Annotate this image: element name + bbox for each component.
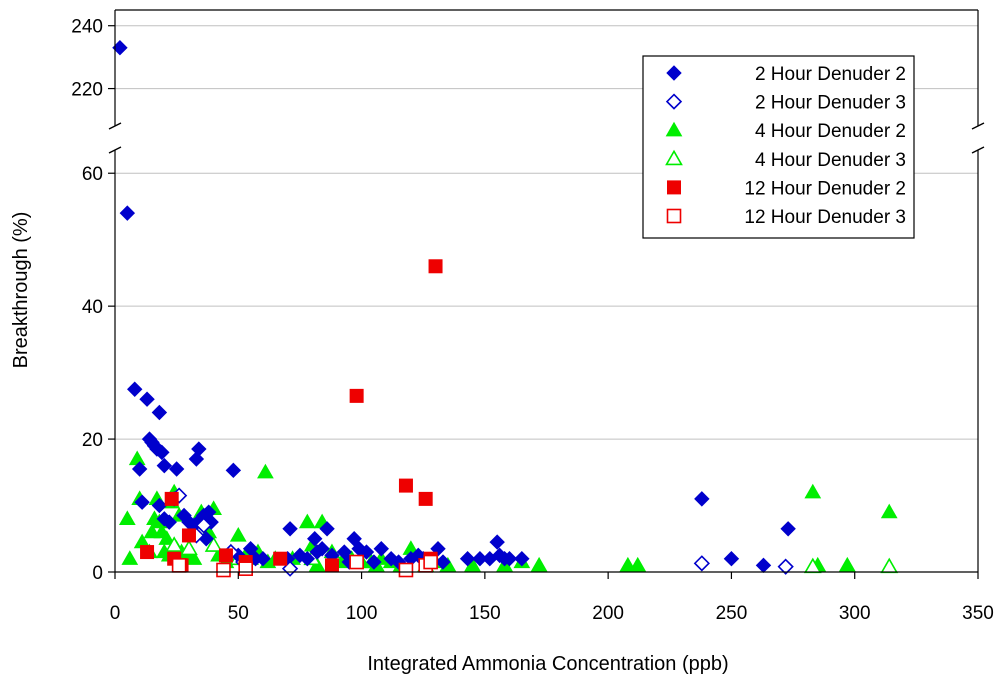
x-tick-label: 300 — [839, 603, 871, 624]
y-tick-label: 220 — [71, 80, 103, 101]
data-point — [226, 463, 240, 477]
data-point — [532, 558, 547, 571]
data-point — [300, 515, 315, 528]
y-tick-label: 40 — [82, 297, 103, 318]
data-point — [219, 549, 232, 562]
data-point — [695, 492, 709, 506]
data-point — [695, 556, 709, 570]
data-point — [630, 558, 645, 571]
data-point — [141, 546, 154, 559]
data-point — [130, 452, 145, 465]
y-tick-label: 60 — [82, 164, 103, 185]
x-tick-label: 200 — [592, 603, 624, 624]
data-point — [231, 528, 246, 541]
data-point — [419, 492, 432, 505]
data-point — [840, 558, 855, 571]
data-point — [165, 492, 178, 505]
data-point — [173, 559, 186, 572]
data-point — [217, 564, 230, 577]
data-point — [140, 392, 154, 406]
x-tick-label: 0 — [110, 603, 121, 624]
data-point — [182, 529, 195, 542]
data-point — [122, 551, 137, 564]
data-point — [424, 556, 437, 569]
data-point — [128, 382, 142, 396]
legend-marker — [668, 210, 681, 223]
legend-label: 2 Hour Denuder 2 — [755, 64, 906, 85]
x-tick-label: 250 — [716, 603, 748, 624]
data-point — [325, 559, 338, 572]
y-axis-title: Breakthrough (%) — [10, 212, 32, 369]
data-point — [350, 556, 363, 569]
data-point — [429, 260, 442, 273]
data-point — [170, 462, 184, 476]
y-tick-label: 0 — [92, 563, 103, 584]
data-point — [120, 511, 135, 524]
data-point — [805, 485, 820, 498]
legend: 2 Hour Denuder 2 2 Hour Denuder 3 4 Hour D… — [643, 56, 914, 238]
data-point — [399, 564, 412, 577]
legend-label: 12 Hour Denuder 2 — [744, 178, 906, 199]
legend-label: 2 Hour Denuder 3 — [755, 93, 906, 114]
x-axis-title: Integrated Ammonia Concentration (ppb) — [367, 653, 728, 675]
data-point — [490, 535, 504, 549]
x-tick-label: 100 — [346, 603, 378, 624]
data-point — [781, 522, 795, 536]
data-point — [283, 522, 297, 536]
data-point — [258, 465, 273, 478]
data-point — [882, 505, 897, 518]
x-tick-label: 350 — [962, 603, 994, 624]
y-tick-label: 240 — [71, 17, 103, 38]
data-point — [274, 552, 287, 565]
data-point — [882, 559, 897, 572]
data-point — [724, 552, 738, 566]
data-point — [374, 542, 388, 556]
data-point — [157, 459, 171, 473]
data-point — [350, 389, 363, 402]
legend-label: 4 Hour Denuder 3 — [755, 150, 906, 171]
data-point — [239, 562, 252, 575]
data-point — [120, 206, 134, 220]
legend-label: 12 Hour Denuder 3 — [744, 207, 906, 228]
y-tick-label: 20 — [82, 430, 103, 451]
legend-label: 4 Hour Denuder 2 — [755, 121, 906, 142]
data-point — [152, 405, 166, 419]
data-point — [756, 558, 770, 572]
legend-marker — [668, 181, 681, 194]
x-tick-label: 150 — [469, 603, 501, 624]
data-point — [399, 479, 412, 492]
x-tick-label: 50 — [228, 603, 249, 624]
